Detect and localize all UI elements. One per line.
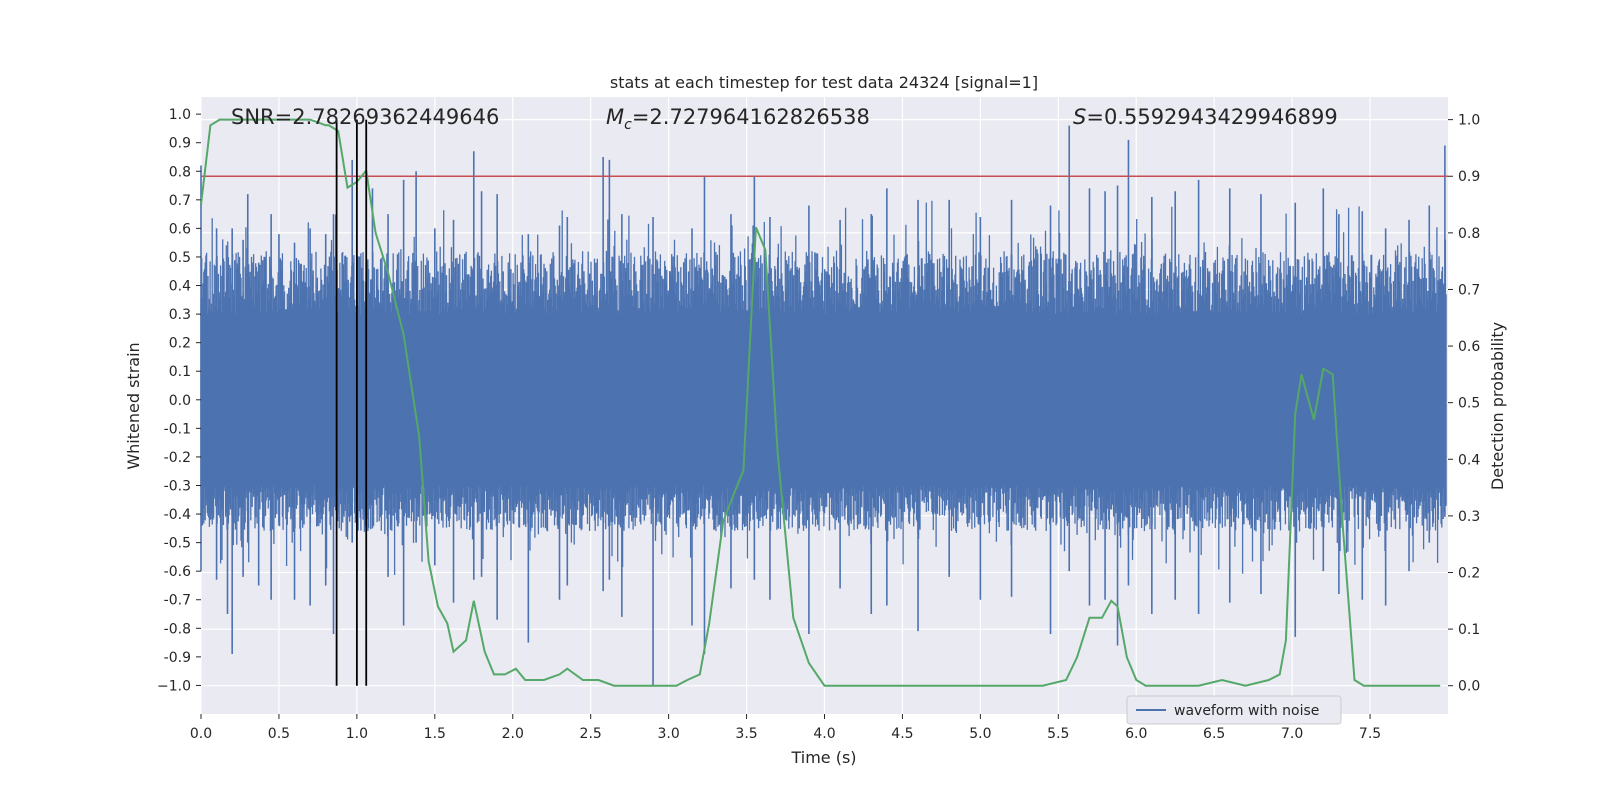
x-tick-label-10: 5.0 <box>969 726 991 742</box>
s-value: =0.5592943429946899 <box>1086 105 1337 129</box>
y-tick-label-16: -0.6 <box>164 564 191 580</box>
y-tick-label-14: -0.4 <box>164 507 191 523</box>
x-tick-label-9: 4.5 <box>891 726 913 742</box>
y-tick-label-6: 0.4 <box>169 279 191 295</box>
s-symbol: S <box>1073 105 1086 129</box>
y-tick-label-3: 0.7 <box>169 193 191 209</box>
y-tick-label-15: -0.5 <box>164 536 191 552</box>
mc-subscript: c <box>624 117 632 133</box>
x-tick-label-0: 0.0 <box>190 726 212 742</box>
y-tick-label-18: -0.8 <box>164 621 191 637</box>
y-right-tick-label-4: 0.6 <box>1458 339 1480 355</box>
snr-annotation: SNR=2.78269362449646 <box>231 105 499 129</box>
y-tick-label-0: 1.0 <box>169 107 191 123</box>
y-tick-label-7: 0.3 <box>169 307 191 323</box>
s-annotation: S=0.5592943429946899 <box>1073 105 1338 129</box>
y-ticks-left: 1.0 0.9 0.8 0.7 0.6 0.5 0.4 0.3 0.2 0.1 0.0 -0.1 -0.… <box>157 107 201 694</box>
chirp-mass-annotation: Mc=2.727964162826538 <box>606 105 870 133</box>
chart-title: stats at each timestep for test data 243… <box>610 73 1038 92</box>
x-axis-label: Time (s) <box>790 748 856 767</box>
x-tick-label-2: 1.0 <box>346 726 368 742</box>
x-tick-label-11: 5.5 <box>1047 726 1069 742</box>
y-tick-label-17: -0.7 <box>164 593 191 609</box>
y-right-tick-label-10: 0.0 <box>1458 679 1480 695</box>
y-right-tick-label-3: 0.7 <box>1458 282 1480 298</box>
y-tick-label-1: 0.9 <box>169 136 191 152</box>
legend-label: waveform with noise <box>1174 703 1319 719</box>
legend: waveform with noise <box>1126 695 1342 725</box>
y-right-tick-label-7: 0.3 <box>1458 509 1480 525</box>
y-tick-label-13: -0.3 <box>164 478 191 494</box>
probability-line <box>200 118 1441 687</box>
y-tick-label-11: -0.1 <box>164 421 191 437</box>
y-right-tick-label-9: 0.1 <box>1458 622 1480 638</box>
y-axis-label: Whitened strain <box>124 342 143 469</box>
y-tick-label-4: 0.6 <box>169 221 191 237</box>
y-right-tick-label-8: 0.2 <box>1458 565 1480 581</box>
legend-box <box>1126 695 1342 725</box>
y-ticks-right: 1.0 0.9 0.8 0.7 0.6 0.5 0.4 0.3 0.2 0.1 0.0 <box>1448 113 1480 695</box>
x-tick-label-15: 7.5 <box>1359 726 1381 742</box>
y-tick-label-2: 0.8 <box>169 164 191 180</box>
y-right-tick-label-0: 1.0 <box>1458 113 1480 129</box>
y-tick-label-9: 0.1 <box>169 364 191 380</box>
x-tick-label-12: 6.0 <box>1125 726 1147 742</box>
x-tick-label-5: 2.5 <box>580 726 602 742</box>
y-right-tick-label-6: 0.4 <box>1458 452 1480 468</box>
y-tick-label-5: 0.5 <box>169 250 191 266</box>
y-right-tick-label-1: 0.9 <box>1458 169 1480 185</box>
x-tick-label-7: 3.5 <box>735 726 757 742</box>
x-tick-label-1: 0.5 <box>268 726 290 742</box>
y-tick-label-12: -0.2 <box>164 450 191 466</box>
probability-series <box>200 118 1441 687</box>
x-tick-label-3: 1.5 <box>424 726 446 742</box>
x-tick-label-4: 2.0 <box>502 726 524 742</box>
y-tick-label-8: 0.2 <box>169 336 191 352</box>
y-tick-label-20: −1.0 <box>157 678 191 694</box>
y-tick-label-10: 0.0 <box>169 393 191 409</box>
vertical-markers <box>335 119 368 686</box>
x-tick-label-8: 4.0 <box>813 726 835 742</box>
y-right-tick-label-2: 0.8 <box>1458 226 1480 242</box>
mc-value: =2.727964162826538 <box>632 105 870 129</box>
mc-symbol: M <box>606 105 624 129</box>
y-axis-label-right: Detection probability <box>1488 322 1507 490</box>
x-tick-label-13: 6.5 <box>1203 726 1225 742</box>
x-tick-label-14: 7.0 <box>1281 726 1303 742</box>
y-right-tick-label-5: 0.5 <box>1458 396 1480 412</box>
x-tick-label-6: 3.0 <box>657 726 679 742</box>
y-tick-label-19: -0.9 <box>164 650 191 666</box>
